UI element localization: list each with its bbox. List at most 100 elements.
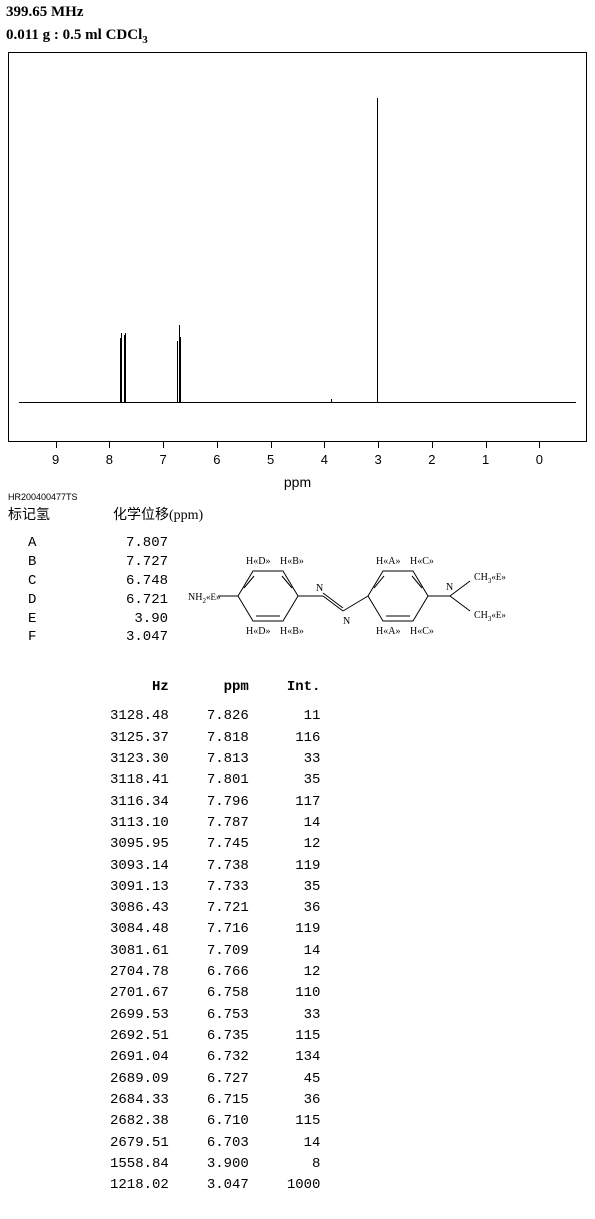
cell-ppm: 7.745	[189, 835, 267, 854]
x-axis: 9876543210	[8, 442, 587, 476]
col-ppm: ppm	[189, 678, 267, 705]
header-marked-h: 标记氢	[8, 508, 50, 523]
cell-ppm: 7.721	[189, 899, 267, 918]
table-row: 3086.437.72136	[92, 899, 338, 918]
label-HB: H«B»	[280, 556, 304, 567]
cell-int: 36	[269, 899, 339, 918]
cell-int: 12	[269, 835, 339, 854]
table-row: 2689.096.72745	[92, 1070, 338, 1089]
cell-hz: 2699.53	[92, 1006, 187, 1025]
cell-hz: 3081.61	[92, 942, 187, 961]
label-CH3b: CH3«E»	[474, 610, 506, 623]
table-row: 2701.676.758110	[92, 984, 338, 1003]
table-row: 3128.487.82611	[92, 707, 338, 726]
x-tick-label: 7	[160, 452, 167, 467]
cell-hz: 3093.14	[92, 857, 187, 876]
table-row: 2684.336.71536	[92, 1091, 338, 1110]
x-tick-label: 1	[482, 452, 489, 467]
cell-ppm: 7.801	[189, 771, 267, 790]
x-tick-label: 3	[375, 452, 382, 467]
assignment-label: B	[28, 553, 88, 572]
sample-text: 0.011 g : 0.5 ml CDCl	[6, 27, 142, 43]
x-tick-label: 8	[106, 452, 113, 467]
assignment-item: F3.047	[28, 628, 168, 647]
table-row: 2692.516.735115	[92, 1027, 338, 1046]
x-tick	[486, 442, 487, 448]
x-tick	[378, 442, 379, 448]
table-row: 2699.536.75333	[92, 1006, 338, 1025]
x-tick	[271, 442, 272, 448]
cell-hz: 3123.30	[92, 750, 187, 769]
cell-hz: 3086.43	[92, 899, 187, 918]
assignment-item: C6.748	[28, 572, 168, 591]
cell-int: 8	[269, 1155, 339, 1174]
table-row: 3084.487.716119	[92, 920, 338, 939]
cell-ppm: 7.733	[189, 878, 267, 897]
label-HA: H«A»	[376, 556, 400, 567]
x-tick-label: 5	[267, 452, 274, 467]
cell-int: 33	[269, 750, 339, 769]
label-HA2: H«A»	[376, 626, 400, 637]
cell-ppm: 7.796	[189, 793, 267, 812]
cell-int: 33	[269, 1006, 339, 1025]
x-tick	[324, 442, 325, 448]
label-HC2: H«C»	[410, 626, 434, 637]
cell-int: 14	[269, 814, 339, 833]
cell-hz: 1218.02	[92, 1176, 187, 1195]
cell-hz: 3084.48	[92, 920, 187, 939]
spectrum-baseline	[19, 402, 576, 403]
assignment-item: D6.721	[28, 591, 168, 610]
table-row: 3125.377.818116	[92, 729, 338, 748]
cell-hz: 3113.10	[92, 814, 187, 833]
assignment-item: B7.727	[28, 553, 168, 572]
x-tick-label: 4	[321, 452, 328, 467]
cell-int: 1000	[269, 1176, 339, 1195]
cell-ppm: 7.787	[189, 814, 267, 833]
assignment-ppm: 3.047	[88, 628, 168, 647]
cell-int: 35	[269, 771, 339, 790]
cell-ppm: 6.710	[189, 1112, 267, 1131]
x-tick	[163, 442, 164, 448]
cell-hz: 2684.33	[92, 1091, 187, 1110]
table-row: 3123.307.81333	[92, 750, 338, 769]
assignment-label: C	[28, 572, 88, 591]
cell-hz: 2682.38	[92, 1112, 187, 1131]
table-row: 2704.786.76612	[92, 963, 338, 982]
x-axis-label: ppm	[0, 474, 595, 490]
table-row: 3118.417.80135	[92, 771, 338, 790]
cell-int: 115	[269, 1112, 339, 1131]
table-row: 3081.617.70914	[92, 942, 338, 961]
cell-int: 116	[269, 729, 339, 748]
cell-int: 11	[269, 707, 339, 726]
cell-ppm: 7.738	[189, 857, 267, 876]
cell-hz: 3116.34	[92, 793, 187, 812]
sample-line: 0.011 g : 0.5 ml CDCl3	[6, 27, 589, 46]
cell-int: 12	[269, 963, 339, 982]
cell-ppm: 6.735	[189, 1027, 267, 1046]
spectrum-peak	[331, 399, 332, 403]
cell-int: 117	[269, 793, 339, 812]
cell-ppm: 7.709	[189, 942, 267, 961]
cell-hz: 2692.51	[92, 1027, 187, 1046]
cell-ppm: 7.813	[189, 750, 267, 769]
peak-list-table: Hz ppm Int. 3128.487.826113125.377.81811…	[90, 676, 340, 1198]
table-row: 3113.107.78714	[92, 814, 338, 833]
x-tick	[432, 442, 433, 448]
cell-ppm: 6.758	[189, 984, 267, 1003]
assignment-ppm: 6.748	[88, 572, 168, 591]
spectrum-peak	[121, 333, 122, 403]
assignment-ppm: 3.90	[88, 610, 168, 629]
assignment-label: A	[28, 534, 88, 553]
cell-int: 115	[269, 1027, 339, 1046]
table-row: 2691.046.732134	[92, 1048, 338, 1067]
assignment-row: A7.807B7.727C6.748D6.721E3.90F3.047	[28, 534, 595, 660]
assignment-item: E3.90	[28, 610, 168, 629]
assignment-ppm: 6.721	[88, 591, 168, 610]
label-NH2: NH2«E»	[188, 592, 220, 605]
header-block: 399.65 MHz 0.011 g : 0.5 ml CDCl3	[0, 0, 595, 46]
col-int: Int.	[269, 678, 339, 705]
table-row: 3116.347.796117	[92, 793, 338, 812]
label-N3: N	[446, 582, 453, 593]
cell-int: 119	[269, 857, 339, 876]
cell-int: 110	[269, 984, 339, 1003]
